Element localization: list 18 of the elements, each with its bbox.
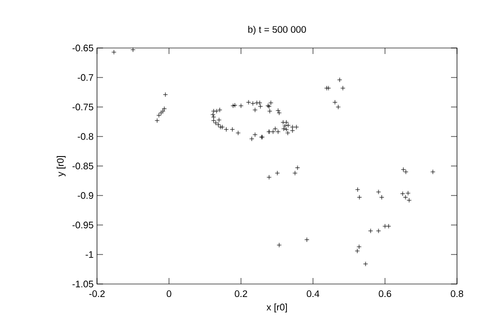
x-tick-label: 0.4 (306, 290, 320, 298)
x-tick-label: -0.2 (89, 290, 105, 298)
x-axis-title: x [r0] (266, 304, 287, 312)
chart-title: b) t = 500 000 (248, 26, 306, 35)
y-tick-label: -1 (86, 251, 94, 258)
x-tick-label: 0 (166, 290, 172, 298)
y-tick-label: -1.05 (72, 280, 94, 288)
y-tick-label: -0.8 (78, 133, 94, 140)
y-tick-label: -0.75 (72, 104, 94, 110)
x-tick-label: 0.6 (378, 290, 392, 298)
y-tick-label: -0.7 (78, 74, 94, 81)
y-axis-title: y [r0] (56, 156, 66, 176)
y-tick-label: -0.65 (72, 44, 94, 52)
y-tick-label: -0.85 (72, 162, 94, 170)
y-tick-label: -0.95 (72, 222, 94, 228)
x-tick-label: 0.2 (234, 290, 248, 298)
x-tick-label: 0.8 (450, 290, 464, 298)
y-tick-label: -0.9 (78, 192, 94, 199)
